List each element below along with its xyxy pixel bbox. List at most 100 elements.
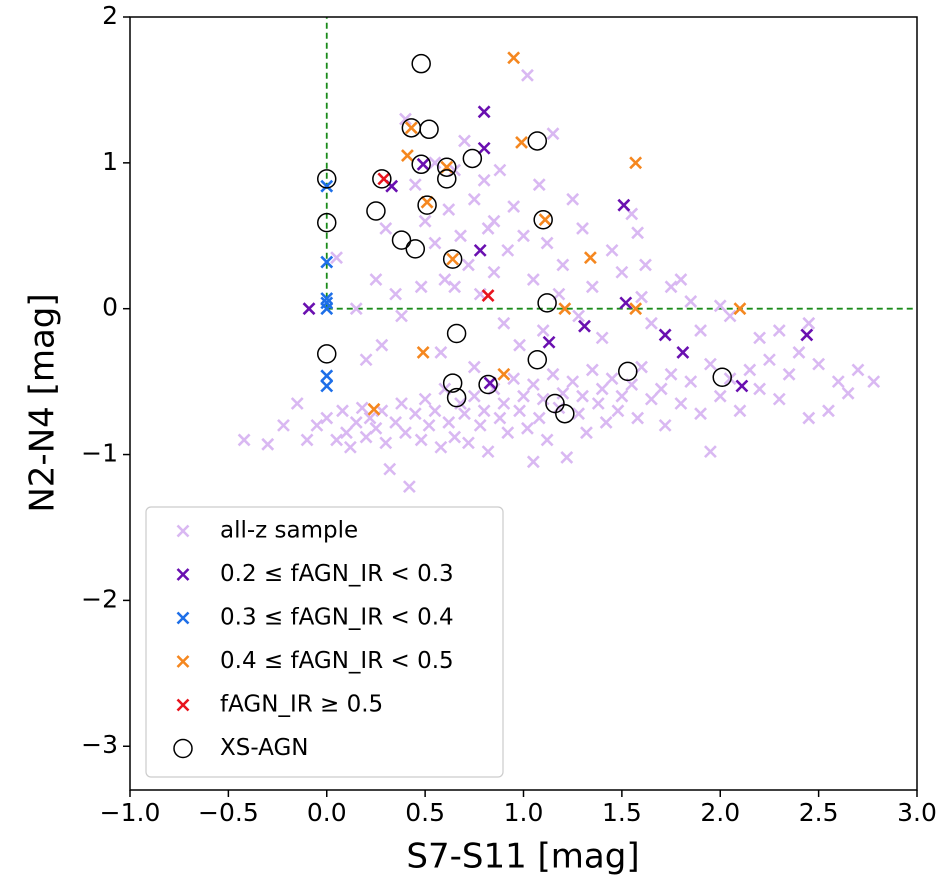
point (349, 302, 363, 316)
point (743, 363, 757, 377)
point (629, 156, 643, 170)
point (377, 172, 391, 186)
point (414, 280, 428, 294)
legend-label: 0.3 ≤ fAGN_IR < 0.4 (220, 605, 454, 631)
point (513, 338, 526, 352)
x-tick-label: 2.0 (700, 798, 740, 827)
point (658, 418, 672, 432)
point (400, 149, 414, 162)
point (448, 430, 462, 444)
point (277, 418, 290, 432)
point (446, 252, 460, 266)
point (560, 451, 574, 464)
point (343, 440, 357, 454)
legend-label: XS-AGN (220, 735, 309, 761)
point (619, 296, 633, 310)
point (302, 302, 316, 316)
point (595, 382, 609, 396)
point (454, 229, 467, 243)
point (605, 372, 619, 386)
point (566, 375, 580, 389)
point (513, 404, 526, 418)
point (712, 367, 732, 387)
x-tick-label: 3.0 (897, 798, 937, 827)
point (644, 392, 658, 406)
point (556, 386, 570, 400)
point (658, 328, 672, 342)
legend-marker (176, 698, 190, 712)
point (540, 433, 554, 447)
point (507, 372, 521, 386)
point (867, 375, 881, 389)
point (458, 407, 471, 421)
point (501, 426, 515, 440)
point (336, 404, 349, 418)
point (359, 430, 373, 444)
point (555, 403, 575, 424)
point (572, 309, 586, 323)
point (434, 440, 448, 454)
point (556, 258, 570, 272)
point (420, 195, 434, 209)
legend-marker (176, 568, 190, 581)
x-tick-label: −0.5 (198, 798, 259, 827)
y-tick-label: −3 (81, 730, 118, 759)
legend-marker (173, 738, 193, 759)
point (477, 141, 491, 155)
point (481, 289, 495, 302)
legend-marker (176, 611, 190, 625)
legend-label: 0.2 ≤ fAGN_IR < 0.3 (220, 561, 454, 587)
point (537, 293, 557, 313)
legend-box (145, 506, 504, 778)
point (363, 411, 377, 425)
point (437, 157, 457, 177)
point (446, 323, 467, 344)
point (578, 319, 591, 333)
point (320, 292, 334, 305)
x-tick-label: 1.0 (504, 798, 544, 827)
point (526, 273, 540, 286)
point (375, 338, 389, 352)
point (446, 387, 467, 408)
point (330, 433, 344, 447)
point (566, 192, 580, 206)
point (684, 294, 698, 308)
point (723, 309, 737, 323)
point (611, 404, 625, 418)
point (419, 119, 439, 140)
point (618, 361, 638, 382)
point (481, 445, 495, 459)
point (583, 251, 597, 265)
point (422, 418, 436, 432)
point (434, 346, 448, 359)
point (558, 302, 572, 316)
point (369, 273, 383, 286)
point (546, 127, 560, 141)
point (629, 302, 643, 316)
point (355, 401, 369, 415)
point (467, 389, 481, 403)
point (402, 480, 416, 494)
point (428, 156, 442, 170)
point (428, 236, 442, 250)
point (753, 331, 767, 345)
point (851, 363, 865, 377)
point (367, 402, 381, 416)
point (772, 392, 786, 406)
point (545, 393, 565, 414)
point (635, 360, 648, 374)
point (411, 53, 431, 74)
point (507, 200, 521, 214)
point (527, 349, 548, 370)
point (615, 265, 629, 279)
point (437, 169, 457, 189)
point (591, 397, 605, 410)
point (572, 407, 586, 421)
y-tick-label: 0 (102, 293, 118, 322)
point (414, 433, 428, 447)
point (477, 105, 491, 119)
point (462, 148, 483, 169)
point (405, 239, 426, 259)
point (404, 121, 418, 135)
point (467, 192, 481, 206)
